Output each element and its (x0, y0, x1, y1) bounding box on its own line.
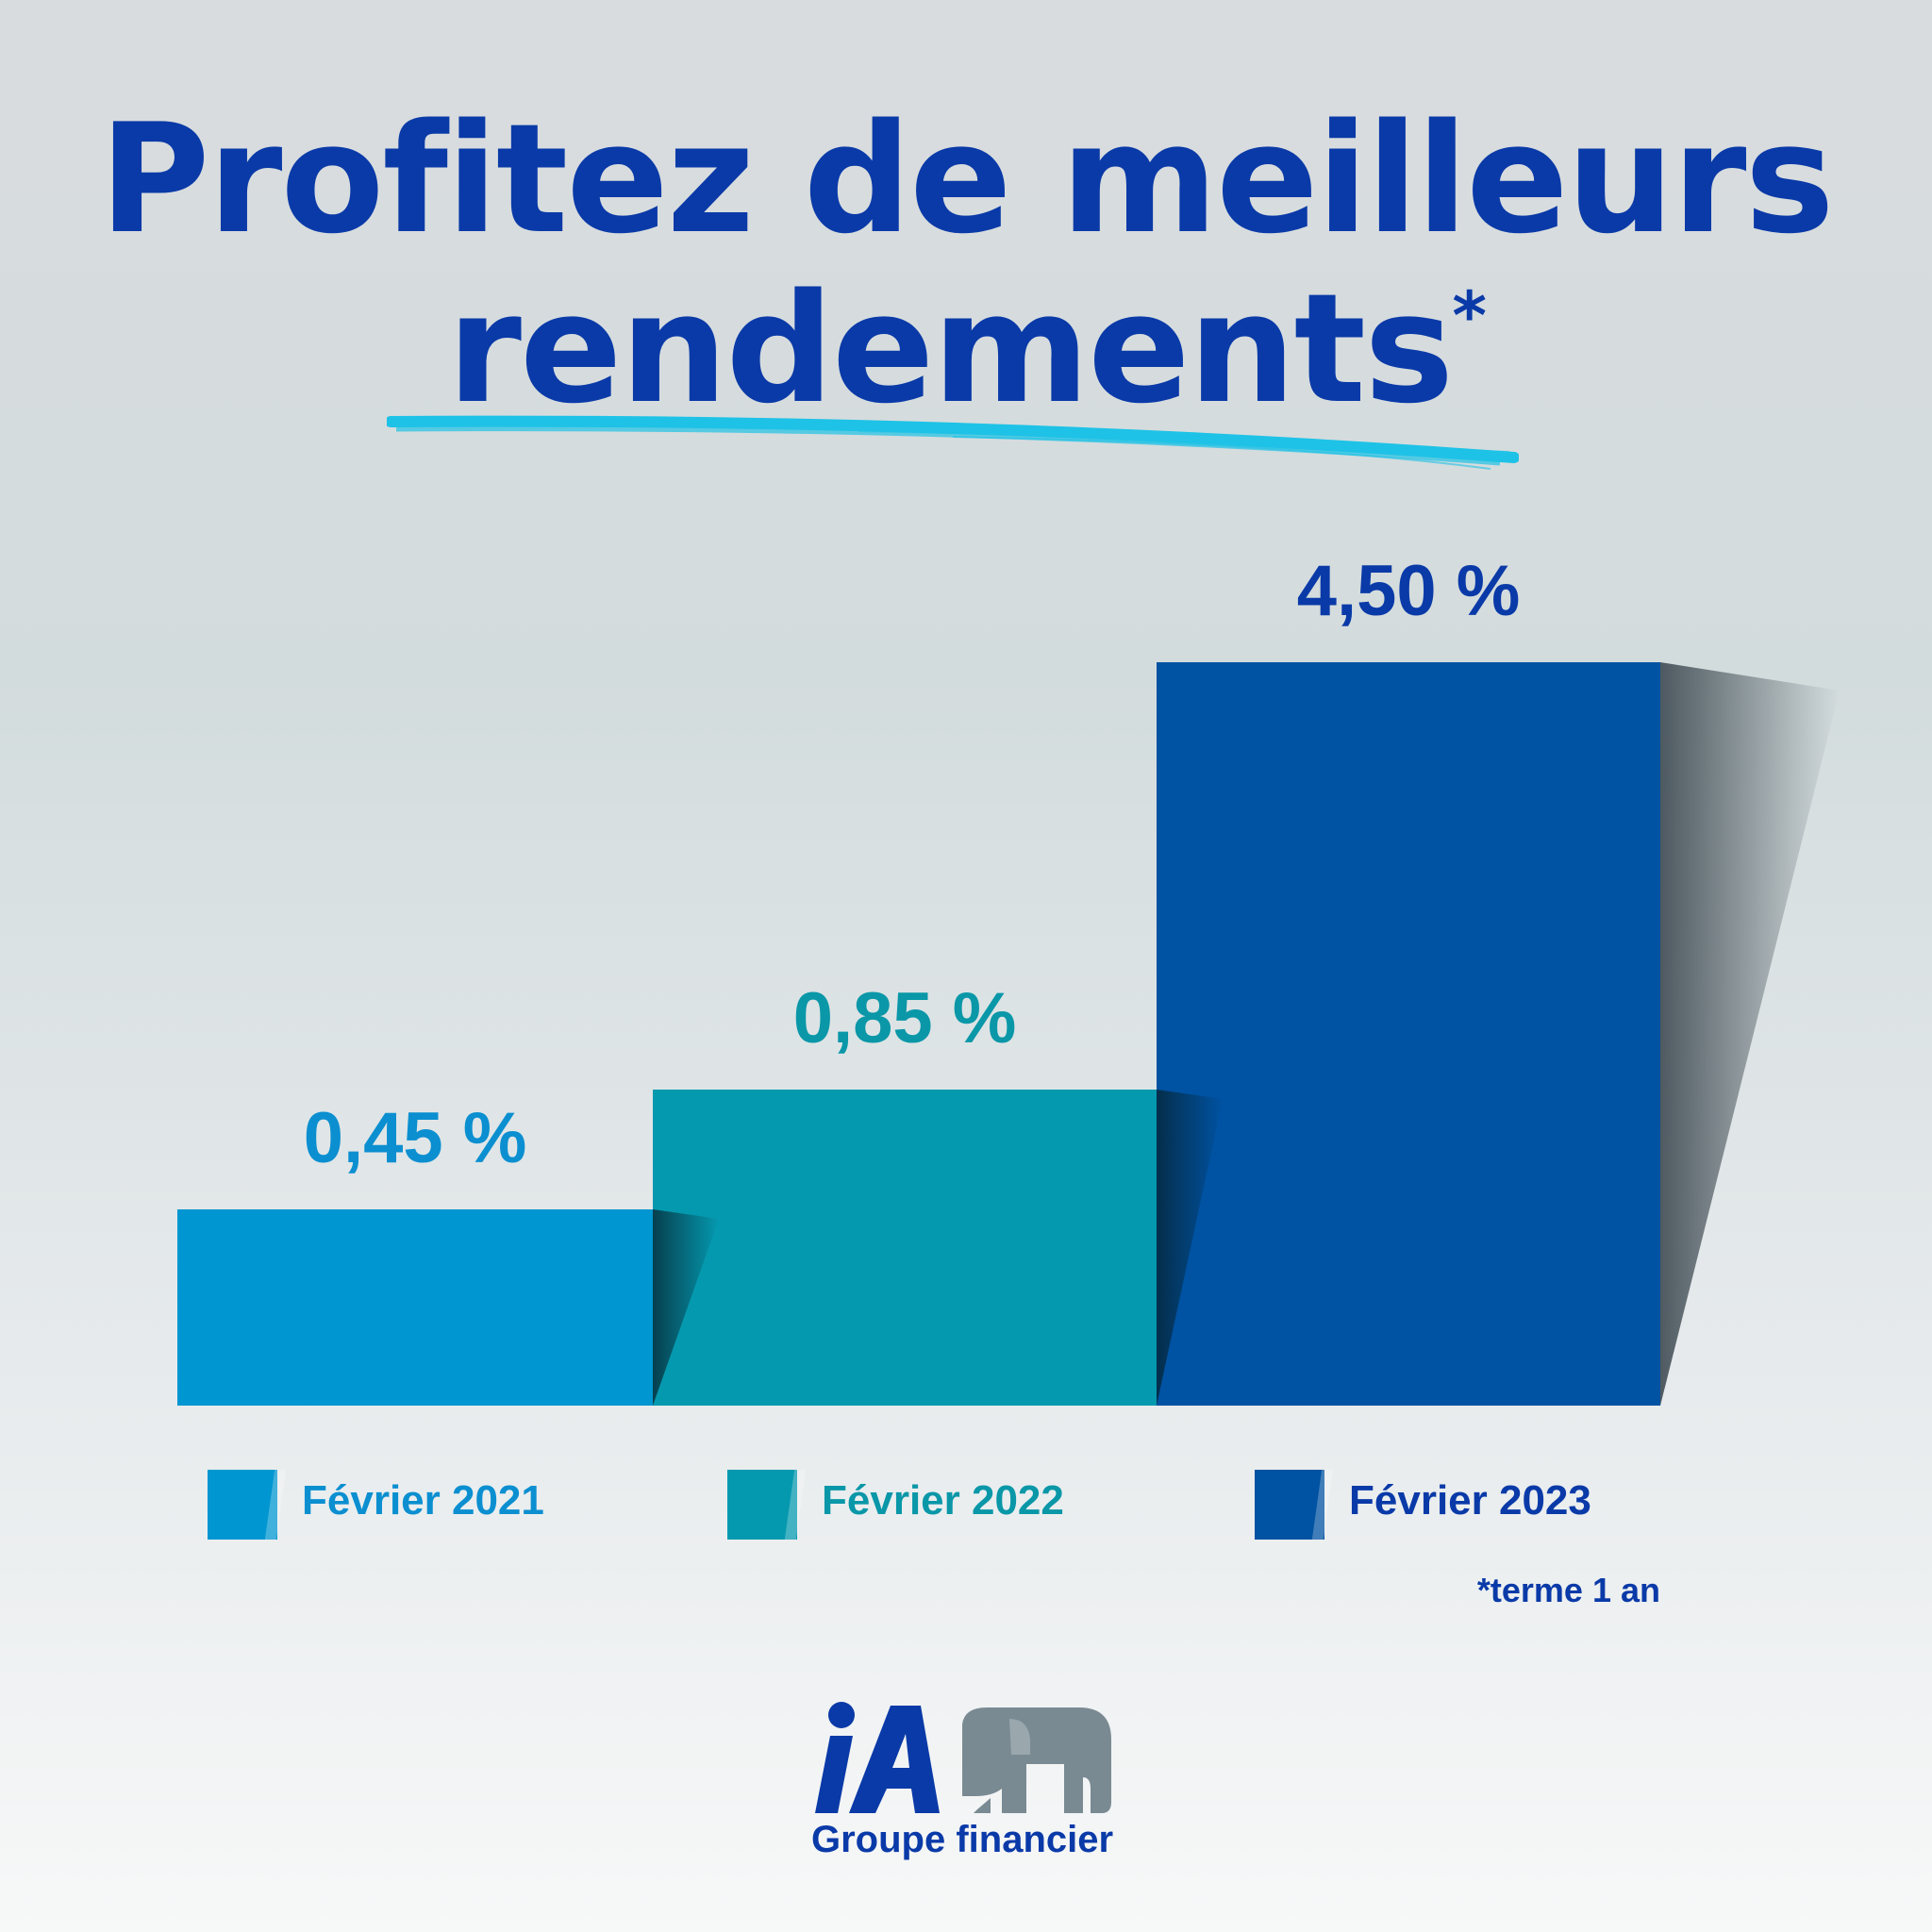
bar-3 (1157, 662, 1660, 1406)
legend-label: Février 2022 (822, 1477, 1064, 1524)
elephant-icon (962, 1707, 1111, 1813)
brush-underline (387, 415, 1519, 470)
value-label-2: 0,85 % (793, 978, 1017, 1058)
bar-2 (653, 1090, 1157, 1406)
footnote: *terme 1 an (1476, 1571, 1660, 1609)
logo-text: Groupe financier (811, 1819, 1114, 1860)
bar-1 (177, 1209, 653, 1406)
title-word: rendements (447, 260, 1454, 437)
bar-shadow (1660, 662, 1840, 1406)
legend-swatch (208, 1470, 277, 1540)
legend-label: Février 2021 (302, 1477, 544, 1524)
bar-shadow (653, 1209, 719, 1406)
title-line-2: rendements* (0, 274, 1932, 425)
legend-label: Février 2023 (1349, 1477, 1591, 1524)
value-label-3: 4,50 % (1297, 551, 1521, 631)
title-line-1: Profitez de meilleurs (99, 91, 1834, 267)
bar-chart: 0,45 % 0,85 % 4,50 % (177, 551, 1840, 1406)
legend-swatch (1255, 1470, 1324, 1540)
company-logo: Groupe financier (811, 1698, 1132, 1868)
bar-shadow (1157, 1090, 1223, 1406)
legend-swatch (727, 1470, 797, 1540)
value-label-1: 0,45 % (304, 1098, 527, 1178)
title-asterisk: * (1452, 277, 1487, 355)
logo-mark (815, 1702, 1111, 1813)
